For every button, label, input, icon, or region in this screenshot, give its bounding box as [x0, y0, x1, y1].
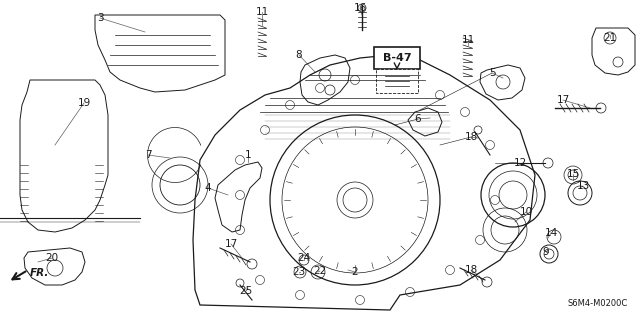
Text: 7: 7	[145, 150, 151, 160]
Text: 11: 11	[461, 35, 475, 45]
Text: 16: 16	[353, 3, 367, 13]
Text: 22: 22	[314, 266, 326, 276]
FancyBboxPatch shape	[376, 69, 418, 93]
Text: 23: 23	[292, 267, 306, 277]
Text: B-47: B-47	[383, 53, 412, 63]
Text: 17: 17	[556, 95, 570, 105]
Text: 25: 25	[239, 286, 253, 296]
Text: 1: 1	[244, 150, 252, 160]
Text: S6M4-M0200C: S6M4-M0200C	[568, 299, 628, 308]
Text: 14: 14	[545, 228, 557, 238]
Text: 19: 19	[77, 98, 91, 108]
Text: 6: 6	[415, 114, 421, 124]
Text: 4: 4	[205, 183, 211, 193]
Text: 20: 20	[45, 253, 59, 263]
Text: 21: 21	[604, 33, 616, 43]
Text: 18: 18	[465, 132, 477, 142]
Text: 17: 17	[225, 239, 237, 249]
Text: 24: 24	[298, 253, 310, 263]
Text: 10: 10	[520, 207, 532, 217]
Text: 11: 11	[255, 7, 269, 17]
Text: 15: 15	[566, 169, 580, 179]
Text: 3: 3	[97, 13, 103, 23]
FancyBboxPatch shape	[374, 47, 420, 69]
Text: FR.: FR.	[30, 268, 49, 278]
Text: 9: 9	[543, 247, 549, 257]
Text: 12: 12	[513, 158, 527, 168]
Text: 13: 13	[577, 181, 589, 191]
Text: 8: 8	[296, 50, 302, 60]
Text: 5: 5	[489, 68, 495, 78]
Text: 18: 18	[465, 265, 477, 275]
Text: 2: 2	[352, 267, 358, 277]
